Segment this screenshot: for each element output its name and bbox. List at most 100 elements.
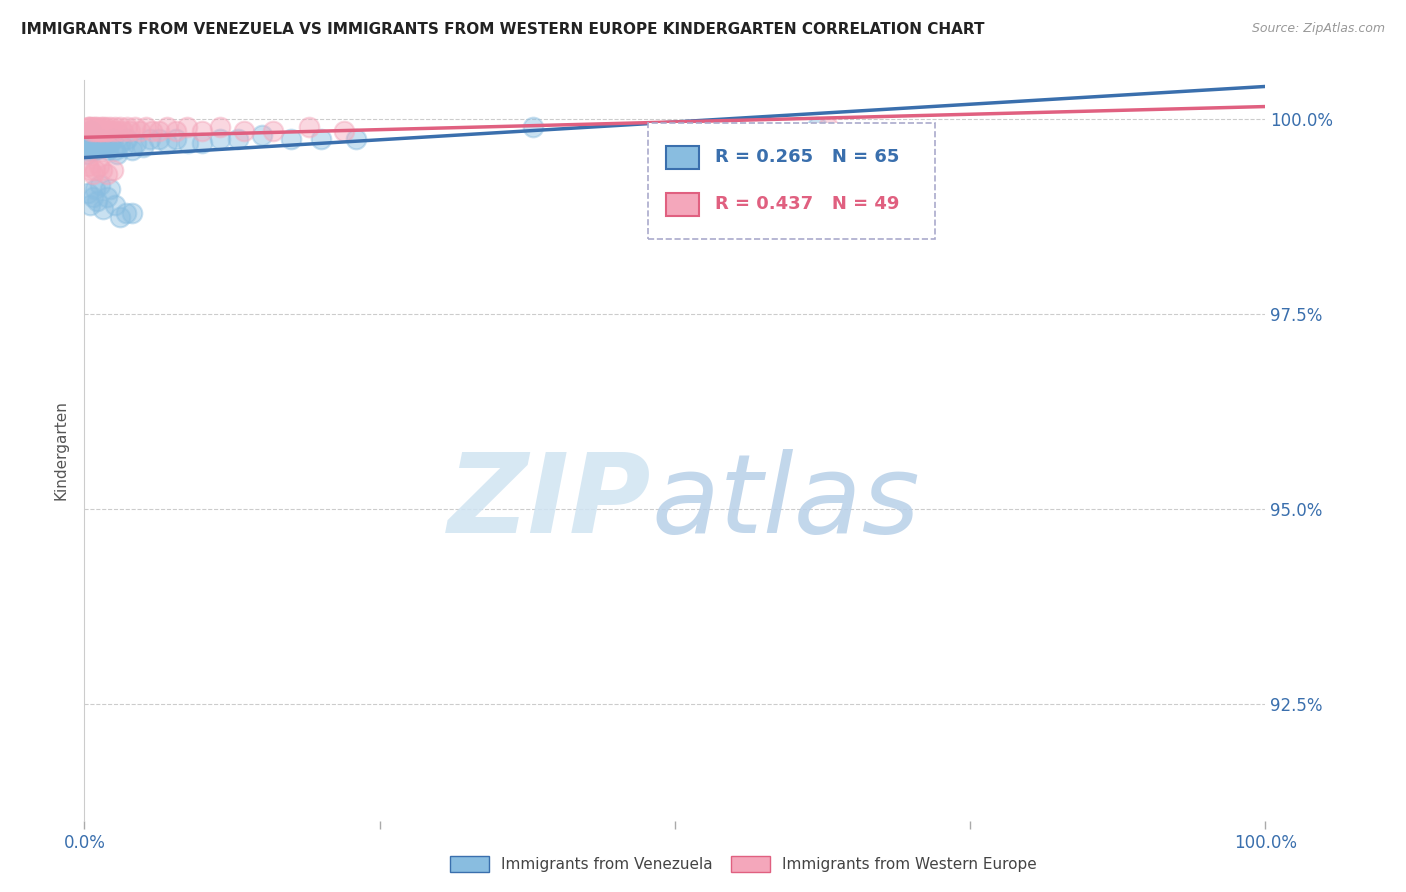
Point: [96, 124, 118, 138]
Point: [226, 132, 249, 146]
Point: [80, 124, 103, 138]
Point: [112, 124, 135, 138]
Point: [94, 120, 117, 134]
Point: [121, 206, 143, 220]
Point: [96, 136, 118, 150]
Point: [90, 120, 112, 134]
Point: [94, 139, 117, 153]
Point: [96, 190, 118, 204]
Point: [101, 132, 124, 146]
Point: [98, 182, 121, 196]
Point: [298, 120, 321, 134]
Text: R = 0.437   N = 49: R = 0.437 N = 49: [716, 195, 900, 213]
Text: Source: ZipAtlas.com: Source: ZipAtlas.com: [1251, 22, 1385, 36]
Point: [84, 132, 107, 146]
Point: [86, 194, 108, 208]
Point: [176, 120, 198, 134]
Point: [115, 132, 138, 146]
Point: [86, 132, 108, 146]
Point: [79, 128, 101, 142]
Text: IMMIGRANTS FROM VENEZUELA VS IMMIGRANTS FROM WESTERN EUROPE KINDERGARTEN CORRELA: IMMIGRANTS FROM VENEZUELA VS IMMIGRANTS …: [21, 22, 984, 37]
Point: [309, 132, 332, 146]
Point: [82, 190, 104, 204]
Point: [83, 144, 105, 158]
Point: [333, 124, 356, 138]
Point: [108, 120, 131, 134]
Point: [91, 124, 114, 138]
Point: [77, 120, 100, 134]
Point: [79, 198, 101, 212]
Point: [87, 159, 110, 173]
Point: [124, 120, 146, 134]
Point: [82, 120, 104, 134]
Point: [87, 124, 110, 138]
Point: [191, 136, 214, 150]
Point: [128, 124, 150, 138]
Point: [148, 124, 170, 138]
Point: [135, 120, 157, 134]
Point: [108, 136, 131, 150]
Point: [120, 124, 142, 138]
Point: [107, 124, 129, 138]
Point: [84, 136, 107, 150]
Point: [280, 132, 302, 146]
Point: [83, 132, 105, 146]
Point: [166, 132, 188, 146]
Point: [84, 124, 107, 138]
Text: ZIP: ZIP: [447, 449, 651, 556]
Point: [91, 120, 114, 134]
Point: [101, 162, 124, 177]
Text: atlas: atlas: [651, 449, 920, 556]
Point: [166, 124, 188, 138]
Point: [77, 132, 100, 146]
Point: [817, 120, 839, 134]
Point: [250, 128, 273, 142]
Point: [104, 120, 127, 134]
Point: [82, 167, 104, 181]
Point: [97, 144, 120, 158]
Point: [104, 198, 127, 212]
Point: [209, 120, 232, 134]
Point: [91, 162, 114, 177]
Text: Immigrants from Venezuela: Immigrants from Venezuela: [501, 857, 713, 871]
Point: [90, 136, 112, 150]
Point: [82, 128, 104, 142]
Point: [79, 136, 101, 150]
Point: [77, 159, 100, 173]
Point: [104, 144, 127, 158]
Point: [80, 124, 103, 138]
Point: [77, 186, 100, 201]
Point: [86, 139, 108, 153]
Point: [83, 124, 105, 138]
Point: [97, 124, 120, 138]
Point: [79, 120, 101, 134]
Point: [91, 136, 114, 150]
Point: [79, 162, 101, 177]
Point: [232, 124, 254, 138]
Point: [806, 120, 828, 134]
Point: [98, 120, 121, 134]
Point: [114, 206, 136, 220]
Point: [101, 124, 124, 138]
Point: [80, 139, 103, 153]
Point: [344, 132, 367, 146]
Point: [112, 139, 135, 153]
Point: [148, 132, 170, 146]
Point: [84, 182, 107, 196]
Point: [108, 210, 131, 224]
Point: [115, 120, 138, 134]
Point: [98, 136, 121, 150]
Point: [177, 136, 200, 150]
Point: [77, 144, 100, 158]
Point: [89, 178, 111, 193]
Point: [89, 124, 111, 138]
Point: [96, 167, 118, 181]
Point: [77, 120, 100, 134]
Point: [84, 139, 107, 153]
Point: [107, 147, 129, 161]
Point: [121, 144, 143, 158]
Point: [82, 136, 104, 150]
Point: [262, 124, 284, 138]
Point: [76, 147, 98, 161]
Point: [84, 144, 107, 158]
